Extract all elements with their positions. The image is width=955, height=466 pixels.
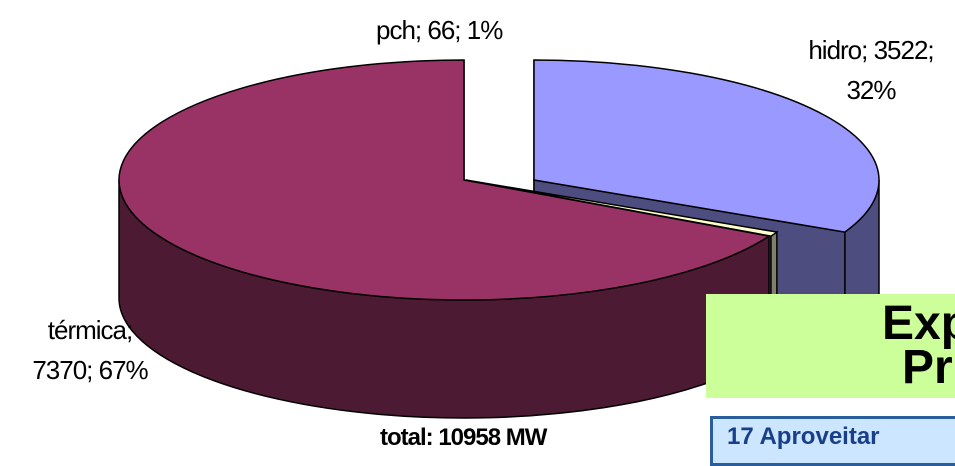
pie-slice-hidro bbox=[533, 59, 880, 233]
pie-chart bbox=[118, 59, 880, 419]
background-table-row: 17 Aproveitar bbox=[710, 416, 955, 466]
heading-line-1: Exp bbox=[882, 297, 955, 350]
pie-slice-termica bbox=[118, 59, 771, 301]
label-termica: térmica; 7370; 67% bbox=[6, 310, 174, 390]
label-termica-line2: 7370; 67% bbox=[32, 355, 148, 385]
pie-top-layer bbox=[118, 59, 880, 301]
label-pch: pch; 66; 1% bbox=[376, 15, 503, 45]
heading-line-2: Pr bbox=[902, 341, 953, 394]
label-hidro-line1: hidro; 3522; bbox=[808, 35, 934, 65]
table-row-text: 17 Aproveitar bbox=[727, 423, 880, 450]
background-heading-panel: Exp Pr bbox=[706, 294, 955, 398]
label-termica-line1: térmica; bbox=[47, 315, 133, 345]
total-label: total: 10958 MW bbox=[380, 424, 547, 451]
label-hidro-line2: 32% bbox=[846, 75, 896, 105]
label-hidro: hidro; 3522; 32% bbox=[786, 30, 955, 110]
